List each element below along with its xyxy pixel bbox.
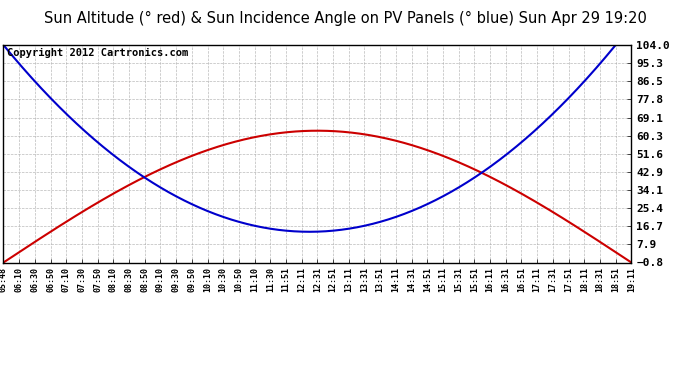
Text: Sun Altitude (° red) & Sun Incidence Angle on PV Panels (° blue) Sun Apr 29 19:2: Sun Altitude (° red) & Sun Incidence Ang…: [43, 11, 647, 26]
Text: Copyright 2012 Cartronics.com: Copyright 2012 Cartronics.com: [7, 48, 188, 58]
